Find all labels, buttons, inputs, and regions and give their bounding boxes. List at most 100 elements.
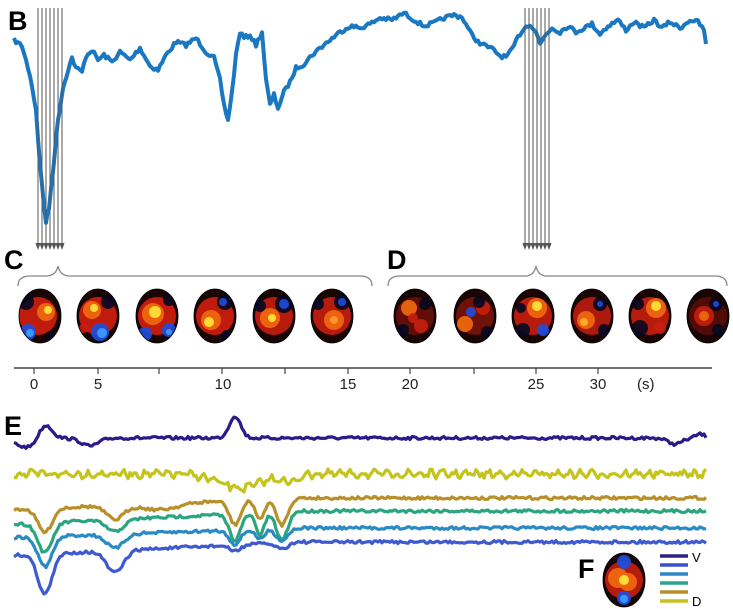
map-blob [457,316,473,332]
map-blob [419,298,431,310]
legend: V D [660,550,701,609]
time-axis-tick-label: 0 [30,376,38,393]
map-blob [516,323,530,337]
time-axis-tick-label: 5 [94,376,102,393]
map-blob [254,300,266,312]
map-blob [90,304,98,312]
panel-b-signal-trace [12,10,708,225]
time-axis-tick-label: 25 [528,376,545,393]
map-blob [401,300,417,316]
map-blob [713,301,719,307]
map-blob [338,298,346,306]
panel-label-e: E [4,411,22,441]
marker-arrowhead [55,243,61,250]
map-blob [617,555,631,569]
brace-c [17,265,373,287]
marker-arrowhead [51,243,57,250]
map-blob [163,294,175,306]
marker-arrowhead [526,243,532,250]
panel-label-f: F [578,554,595,584]
brace-d [387,265,728,287]
marker-arrowhead [546,243,552,250]
marker-arrowhead [534,243,540,250]
marker-arrowhead [35,243,41,250]
c-map-5 [252,288,296,344]
marker-arrowhead [542,243,548,250]
c-map-2 [76,288,120,344]
map-blob [654,322,666,334]
marker-arrowhead [530,243,536,250]
panel-e-trace-2 [13,467,708,494]
marker-arrowhead [522,243,528,250]
marker-arrowhead [39,243,45,250]
map-blob [632,298,644,310]
marker-lines-left [35,8,65,250]
marker-arrowhead [43,243,49,250]
map-blob [532,301,542,311]
map-blob [580,318,588,326]
map-blob [221,330,233,342]
d-map-3 [511,288,555,344]
panel-label-b: B [8,6,28,36]
map-blob [466,307,476,317]
marker-arrowhead [59,243,65,250]
d-map-6 [686,288,730,344]
maps-c-row [18,288,354,344]
map-blob [101,295,115,309]
marker-arrowhead [47,243,53,250]
map-blob [481,326,493,338]
map-blob [712,324,724,336]
c-map-3 [135,288,179,344]
map-blob [620,595,628,603]
map-blob [268,314,276,322]
panel-e-trace-5 [13,524,707,570]
panel-f-map [602,552,646,608]
map-blob [26,329,34,337]
panel-label-d: D [387,245,407,275]
maps-d-row [393,288,730,344]
panel-e-trace-6 [13,538,707,596]
d-map-5 [628,288,672,344]
map-blob [516,303,526,313]
map-blob [408,313,418,323]
marker-arrowhead [538,243,544,250]
map-blob [166,329,172,335]
map-blob [97,328,107,338]
time-axis-tick-label: 20 [402,376,419,393]
d-map-1 [393,288,437,344]
map-blob [598,324,610,336]
map-blob [79,323,89,333]
map-blob [279,299,289,309]
c-map-6 [310,288,354,344]
map-blob [597,301,603,307]
panel-b-trace-group [12,8,708,250]
map-blob [330,316,338,324]
time-axis-unit: (s) [637,376,655,393]
legend-label-v: V [692,550,701,565]
map-blob [44,306,52,314]
map-blob [473,296,485,308]
panel-e-trace-1 [13,415,708,450]
map-blob [397,324,409,336]
map-blob [537,324,549,336]
c-map-4 [193,288,237,344]
map-blob [651,301,661,311]
d-map-2 [453,288,497,344]
panel-e-traces [13,415,708,596]
d-map-4 [570,288,614,344]
legend-label-d: D [692,594,701,609]
map-blob [204,317,214,327]
marker-lines-right [522,8,552,250]
map-blob [699,311,709,321]
map-blob [219,298,227,306]
c-map-1 [18,288,62,344]
map-blob [619,575,629,585]
time-axis: 0 5 10 15 20 25 30 (s) [14,367,712,393]
map-blob [138,327,152,341]
time-axis-tick-label: 10 [215,376,232,393]
map-blob [414,319,428,333]
map-blob [149,306,161,318]
map-blob [632,320,648,336]
time-axis-tick-label: 15 [340,376,357,393]
